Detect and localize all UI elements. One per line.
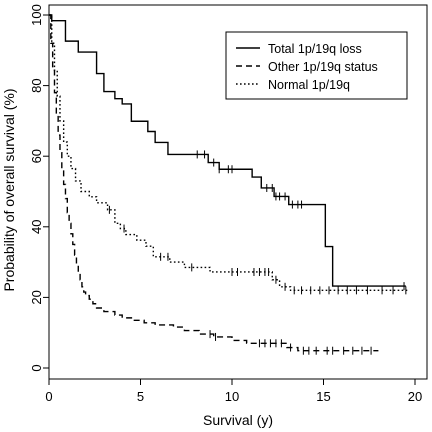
series-3 [49, 14, 408, 295]
y-tick-label: 60 [29, 149, 44, 163]
legend-entry-label: Normal 1p/19q [268, 78, 350, 92]
x-tick-label: 0 [45, 389, 52, 404]
series-2 [49, 14, 379, 355]
survival-curve [49, 14, 406, 287]
plot-area-frame [48, 4, 428, 380]
survival-curve [49, 14, 408, 292]
series-layer [49, 14, 408, 355]
y-tick-label: 100 [29, 4, 44, 26]
x-tick-label: 10 [225, 389, 239, 404]
x-tick-label: 15 [316, 389, 330, 404]
y-tick-label: 40 [29, 220, 44, 234]
x-tick-label: 5 [137, 389, 144, 404]
y-tick-label: 80 [29, 78, 44, 92]
x-axis: 0 5 10 15 20 [45, 379, 422, 404]
legend-entry-label: Other 1p/19q status [268, 60, 378, 74]
legend-entry-label: Total 1p/19q loss [268, 42, 362, 56]
legend: Total 1p/19q loss Other 1p/19q status Norm… [225, 31, 408, 100]
y-tick-label: 20 [29, 290, 44, 304]
series-1 [49, 14, 406, 291]
y-tick-label: 0 [29, 364, 44, 371]
x-tick-label: 20 [408, 389, 422, 404]
y-axis-label: Probability of overall survival (%) [1, 88, 17, 291]
y-axis: 0 20 40 60 80 100 [29, 4, 49, 372]
x-axis-label: Survival (y) [203, 412, 273, 428]
